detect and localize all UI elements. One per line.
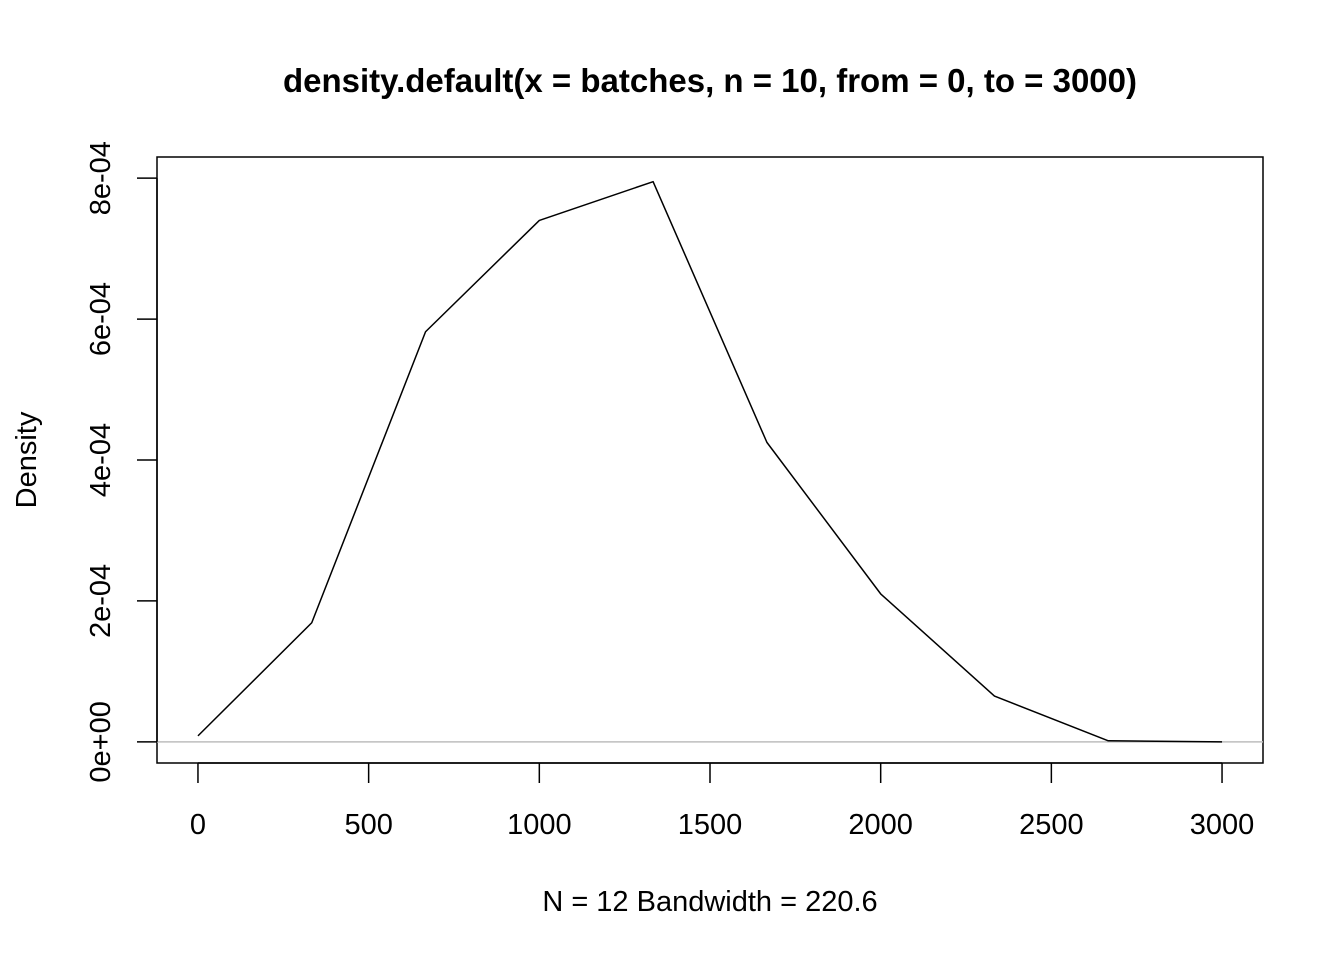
y-tick-label: 0e+00 — [85, 701, 117, 782]
x-tick-label: 3000 — [1190, 809, 1255, 841]
x-tick-label: 2000 — [848, 809, 913, 841]
y-tick-label: 6e-04 — [85, 282, 117, 356]
x-axis: 0 500 1000 1500 2000 2500 3000 — [190, 762, 1255, 841]
y-tick-label: 8e-04 — [85, 141, 117, 215]
y-tick-label: 2e-04 — [85, 564, 117, 638]
y-tick-label: 4e-04 — [85, 423, 117, 497]
x-tick-label: 1500 — [678, 809, 743, 841]
chart-title: density.default(x = batches, n = 10, fro… — [283, 62, 1137, 99]
x-axis-label: N = 12 Bandwidth = 220.6 — [542, 886, 877, 918]
density-curve — [197, 180, 1223, 743]
x-tick-label: 2500 — [1019, 809, 1084, 841]
plot-frame — [156, 156, 1264, 764]
y-axis-label: Density — [11, 411, 43, 508]
x-tick-label: 0 — [190, 809, 206, 841]
y-axis: 0e+00 2e-04 4e-04 6e-04 8e-04 — [85, 141, 158, 783]
x-tick-label: 500 — [344, 809, 392, 841]
x-tick-label: 1000 — [507, 809, 572, 841]
